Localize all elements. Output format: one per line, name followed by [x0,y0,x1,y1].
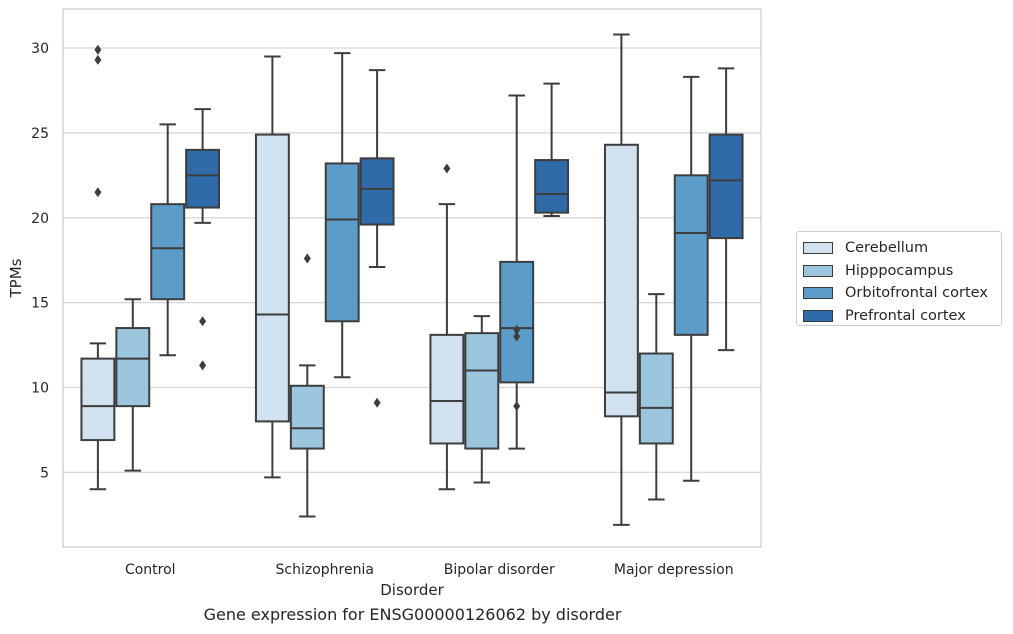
iqr-box [708,133,744,240]
box-hipppocampus [638,293,674,501]
category-group [429,82,570,491]
outlier-point [199,360,207,371]
legend-label: Hipppocampus [845,262,954,279]
iqr-box [673,174,709,336]
box-cerebellum [603,33,639,526]
x-tick-label: Major depression [614,562,734,578]
legend-item: Hipppocampus [803,260,995,283]
iqr-box [534,159,570,214]
box-cerebellum [429,163,465,491]
legend-label: Cerebellum [845,240,929,257]
iqr-box [499,260,535,384]
box-hipppocampus [464,315,500,484]
iqr-box [150,203,186,301]
plot-frame [62,8,762,548]
x-axis-label: Disorder [380,581,444,599]
outlier-point [373,397,381,408]
iqr-box [289,384,325,450]
x-tick-label: Control [125,562,176,578]
iqr-box [254,133,290,423]
legend-swatch [803,309,833,322]
y-tick-label: 30 [31,41,49,57]
box-prefrontal-cortex [534,82,570,218]
outlier-point [303,253,311,264]
box-prefrontal-cortex [708,67,744,352]
x-tick-label: Schizophrenia [276,562,374,578]
box-orbitofrontal-cortex [150,123,186,357]
legend: Cerebellum Hipppocampus Orbitofrontal cort… [796,231,1002,326]
category-group [80,44,221,491]
box-cerebellum [254,55,290,479]
iqr-box [324,162,360,323]
box-cerebellum [80,44,116,491]
outlier-point [513,324,521,335]
legend-label: Orbitofrontal cortex [845,285,988,302]
box-hipppocampus [289,253,325,518]
x-tick-label: Bipolar disorder [444,562,555,578]
iqr-box [603,143,639,418]
outlier-point [199,316,207,327]
y-tick-label: 5 [40,465,49,481]
outlier-point [94,54,102,65]
outlier-point [443,163,451,174]
outlier-point [94,187,102,198]
box-prefrontal-cortex [359,69,395,408]
y-tick-label: 25 [31,126,49,142]
y-tick-labels: 5 10 15 20 25 30 [31,41,49,481]
legend-item: Cerebellum [803,237,995,260]
outlier-point [94,44,102,55]
iqr-box [115,327,151,408]
y-tick-label: 20 [31,211,49,227]
iqr-box [429,333,465,445]
box-hipppocampus [115,298,151,472]
box-prefrontal-cortex [185,108,221,371]
y-axis-label: TPMs [7,258,25,298]
iqr-box [185,148,221,209]
iqr-box [464,332,500,450]
box-orbitofrontal-cortex [499,94,535,450]
legend-swatch [803,264,833,277]
iqr-box [80,357,116,442]
box-orbitofrontal-cortex [324,52,360,379]
y-tick-label: 10 [31,380,49,396]
x-tick-labels: Control Schizophrenia Bipolar disorder Majo… [125,562,734,578]
iqr-box [359,157,395,226]
legend-label: Prefrontal cortex [845,307,966,324]
category-group [603,33,744,526]
legend-item: Prefrontal cortex [803,305,995,328]
category-group [254,52,395,518]
outlier-point [513,401,521,412]
legend-item: Orbitofrontal cortex [803,282,995,305]
y-tick-label: 15 [31,296,49,312]
outlier-point [513,331,521,342]
box-groups [80,33,744,526]
box-orbitofrontal-cortex [673,75,709,482]
iqr-box [638,352,674,445]
figure-caption: Gene expression for ENSG00000126062 by d… [203,605,622,624]
legend-swatch [803,287,833,300]
legend-swatch [803,242,833,255]
